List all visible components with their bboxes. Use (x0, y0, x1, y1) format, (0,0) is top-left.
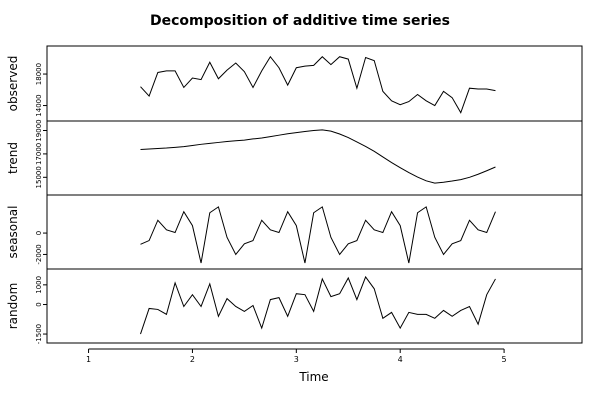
panel-frame-random (46, 268, 583, 344)
x-tick-label: 4 (398, 355, 403, 364)
x-tick-label: 3 (294, 355, 299, 364)
x-axis-label: Time (298, 370, 328, 384)
y-tick-label-seasonal: 0 (35, 231, 43, 235)
series-line-random (140, 275, 496, 335)
x-tick-label: 5 (502, 355, 507, 364)
y-tick-label-trend: 19000 (35, 119, 43, 141)
panel-label-trend: trend (6, 142, 20, 174)
x-tick-label: 2 (190, 355, 195, 364)
y-tick-label-observed: 14000 (35, 94, 43, 116)
panel-label-random: random (6, 283, 20, 330)
panel-random: -1500 0 1000 random (6, 268, 583, 344)
chart-title: Decomposition of additive time series (150, 13, 450, 29)
panel-frame-trend (46, 120, 583, 196)
y-tick-label-random: 1000 (35, 276, 43, 294)
x-tick-label: 1 (86, 355, 91, 364)
y-tick-label-seasonal: -2000 (35, 244, 43, 264)
series-line-trend (140, 129, 496, 184)
panel-frame-seasonal (46, 194, 583, 270)
panel-frame-observed (46, 45, 583, 122)
panel-seasonal: -2000 0 seasonal (6, 194, 583, 270)
panel-observed: 14000 18000 observed (6, 45, 583, 122)
y-tick-label-observed: 18000 (35, 63, 43, 85)
y-tick-label-random: -1500 (35, 324, 43, 344)
panel-label-seasonal: seasonal (6, 206, 20, 259)
y-tick-label-trend: 17000 (35, 143, 43, 165)
series-line-observed (140, 55, 496, 114)
series-line-seasonal (140, 206, 496, 264)
y-tick-label-trend: 15000 (35, 166, 43, 188)
panel-label-observed: observed (6, 56, 20, 112)
x-axis: 1 2 3 4 5 (86, 348, 507, 364)
y-tick-label-random: 0 (35, 302, 43, 306)
